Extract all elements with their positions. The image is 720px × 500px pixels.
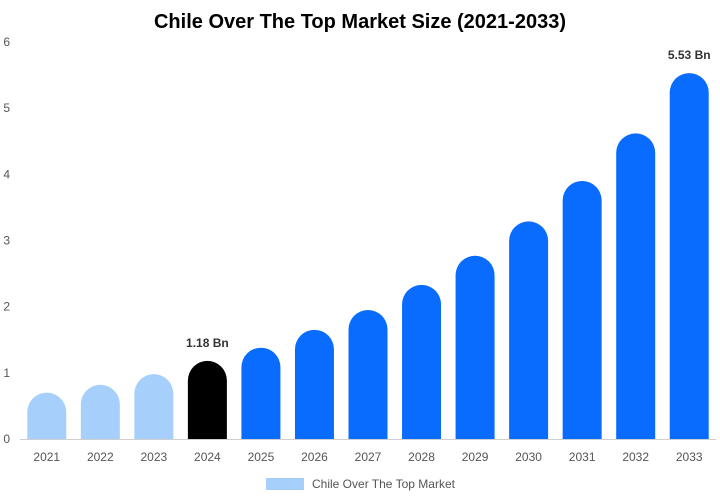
x-tick-label-2021: 2021 [33, 450, 60, 464]
chart-title: Chile Over The Top Market Size (2021-203… [154, 11, 566, 33]
bar-2033[interactable] [669, 73, 709, 440]
bar-2031[interactable] [562, 180, 602, 439]
y-tick-label-6: 6 [3, 35, 10, 49]
x-tick-label-2033: 2033 [676, 450, 703, 464]
x-tick-label-2030: 2030 [515, 450, 542, 464]
y-tick-label-2: 2 [3, 300, 10, 314]
data-label-2033: 5.53 Bn [668, 48, 711, 62]
y-tick-label-0: 0 [3, 432, 10, 446]
bar-2030[interactable] [509, 221, 549, 439]
x-tick-label-2025: 2025 [248, 450, 275, 464]
data-label-2024: 1.18 Bn [186, 336, 229, 350]
bar-2023[interactable] [134, 374, 174, 439]
bar-2021[interactable] [27, 392, 67, 439]
bar-2026[interactable] [294, 329, 334, 439]
y-tick-label-3: 3 [3, 234, 10, 248]
legend-swatch [266, 478, 304, 490]
y-tick-label-5: 5 [3, 101, 10, 115]
bar-2022[interactable] [80, 384, 120, 439]
legend: Chile Over The Top Market [266, 477, 456, 491]
x-tick-label-2022: 2022 [87, 450, 114, 464]
bar-2028[interactable] [402, 284, 442, 439]
y-axis: 0 1 2 3 4 5 6 [3, 35, 10, 446]
bars-group [27, 73, 709, 440]
y-tick-label-1: 1 [3, 366, 10, 380]
x-tick-label-2032: 2032 [622, 450, 649, 464]
x-tick-label-2027: 2027 [355, 450, 382, 464]
x-tick-label-2026: 2026 [301, 450, 328, 464]
bar-2027[interactable] [348, 309, 388, 439]
bar-2025[interactable] [241, 347, 281, 439]
x-axis: 2021 2022 2023 2024 2025 2026 2027 2028 2029 2030… [20, 439, 716, 464]
y-tick-label-4: 4 [3, 167, 10, 181]
data-labels-group: 1.18 Bn 5.53 Bn [186, 48, 711, 350]
x-tick-label-2028: 2028 [408, 450, 435, 464]
x-tick-label-2031: 2031 [569, 450, 596, 464]
x-tick-label-2024: 2024 [194, 450, 221, 464]
x-tick-label-2029: 2029 [462, 450, 489, 464]
bar-2029[interactable] [455, 255, 495, 439]
x-tick-label-2023: 2023 [140, 450, 167, 464]
legend-label: Chile Over The Top Market [312, 477, 456, 491]
bar-2032[interactable] [616, 133, 656, 440]
bar-2024[interactable] [187, 360, 227, 439]
